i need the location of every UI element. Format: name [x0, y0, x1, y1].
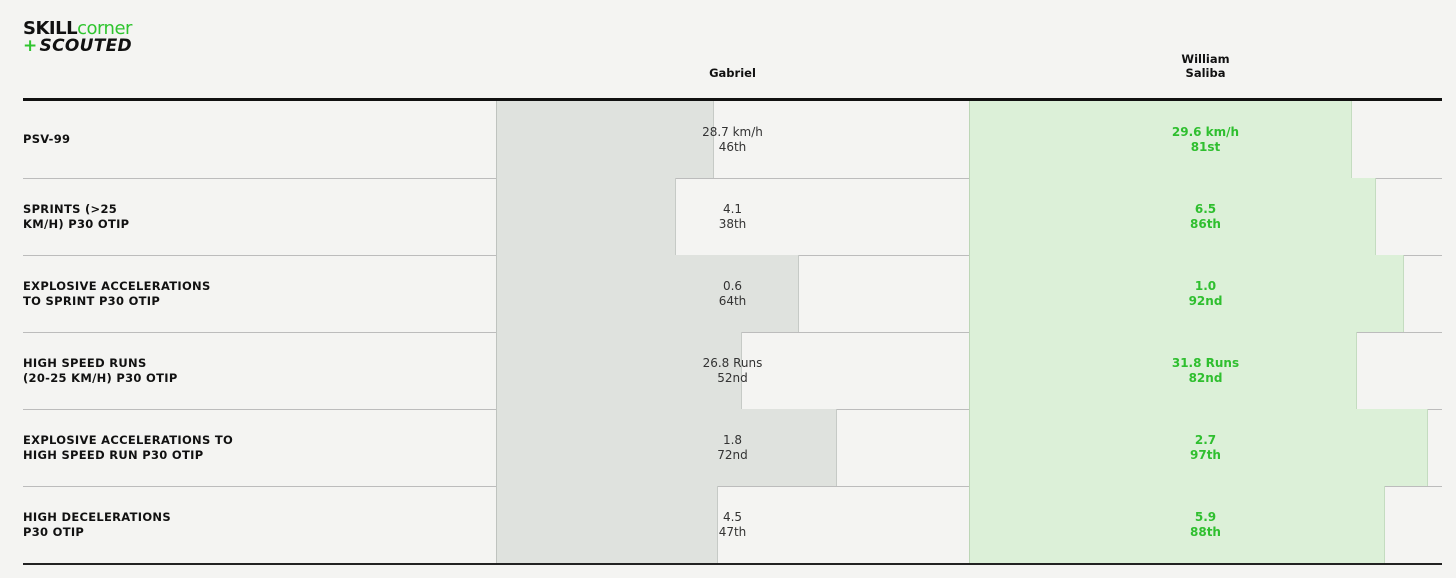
player-2-cell: 1.0 92nd — [969, 255, 1442, 332]
value-label: 4.1 — [722, 201, 743, 216]
value-label: 0.6 — [722, 278, 743, 293]
player-2-cell: 31.8 Runs 82nd — [969, 332, 1442, 409]
value-label: 29.6 km/h — [1171, 124, 1240, 139]
percentile-rank-label: 72nd — [717, 447, 748, 462]
player-1-cell: 4.1 38th — [496, 178, 969, 255]
value-label: 5.9 — [1194, 509, 1217, 524]
value-label-group: 31.8 Runs 82nd — [969, 332, 1442, 409]
player-1-cell: 28.7 km/h 46th — [496, 101, 969, 178]
metric-label: SPRINTS (>25 KM/H) P30 OTIP — [23, 201, 130, 231]
logo-plus-text: + — [23, 36, 38, 56]
metric-label: HIGH DECELERATIONS P30 OTIP — [23, 509, 171, 539]
value-label: 4.5 — [722, 509, 743, 524]
row-divider — [23, 486, 1442, 487]
player-1-cell: 0.6 64th — [496, 255, 969, 332]
player-1-header: Gabriel — [496, 66, 969, 80]
skillcorner-scouted-logo: SKILLcorner + SCOUTED — [23, 20, 132, 55]
value-label-group: 29.6 km/h 81st — [969, 101, 1442, 178]
metric-label: EXPLOSIVE ACCELERATIONS TO HIGH SPEED RU… — [23, 432, 234, 462]
value-label: 2.7 — [1194, 432, 1217, 447]
metric-row: SPRINTS (>25 KM/H) P30 OTIP 4.1 38th 6.5 86t… — [23, 178, 1442, 256]
value-label-group: 0.6 64th — [496, 255, 969, 332]
percentile-rank-label: 97th — [1190, 447, 1221, 462]
value-label-group: 4.1 38th — [496, 178, 969, 255]
player-2-cell: 5.9 88th — [969, 486, 1442, 563]
player-2-name-line2: Saliba — [1185, 66, 1226, 80]
logo-scouted-text: SCOUTED — [39, 36, 132, 56]
percentile-rank-label: 47th — [718, 524, 747, 539]
player-1-cell: 1.8 72nd — [496, 409, 969, 486]
metric-row: EXPLOSIVE ACCELERATIONS TO SPRINT P30 OT… — [23, 255, 1442, 333]
percentile-bar — [969, 255, 1405, 332]
value-label-group: 2.7 97th — [969, 409, 1442, 486]
value-label-group: 4.5 47th — [496, 486, 969, 563]
player-2-cell: 6.5 86th — [969, 178, 1442, 255]
percentile-rank-label: 92nd — [1188, 293, 1223, 308]
percentile-bar — [496, 332, 742, 409]
percentile-bar — [496, 178, 676, 255]
logo-corner-text: corner — [77, 18, 132, 39]
metric-label: EXPLOSIVE ACCELERATIONS TO SPRINT P30 OT… — [23, 278, 211, 308]
metric-label: PSV-99 — [23, 132, 71, 146]
value-label-group: 28.7 km/h 46th — [496, 101, 969, 178]
player-1-cell: 4.5 47th — [496, 486, 969, 563]
player-1-name: Gabriel — [709, 66, 756, 80]
percentile-bar — [496, 101, 714, 178]
header-divider — [23, 98, 1442, 101]
percentile-bar — [969, 178, 1376, 255]
value-label: 6.5 — [1194, 201, 1217, 216]
value-label: 1.0 — [1194, 278, 1217, 293]
percentile-rank-label: 46th — [718, 139, 747, 154]
percentile-rank-label: 64th — [718, 293, 747, 308]
percentile-bar — [969, 332, 1357, 409]
percentile-rank-label: 81st — [1190, 139, 1221, 154]
percentile-bar — [496, 255, 799, 332]
player-2-cell: 29.6 km/h 81st — [969, 101, 1442, 178]
percentile-bar — [969, 101, 1353, 178]
value-label-group: 5.9 88th — [969, 486, 1442, 563]
percentile-rank-label: 82nd — [1188, 370, 1223, 385]
metric-row: PSV-99 28.7 km/h 46th 29.6 km/h 81st — [23, 101, 1442, 179]
value-label: 26.8 Runs — [702, 355, 763, 370]
logo-skill-text: SKILL — [23, 18, 78, 39]
row-divider — [23, 563, 1442, 565]
percentile-bar — [969, 486, 1386, 563]
value-label-group: 1.0 92nd — [969, 255, 1442, 332]
percentile-bar — [969, 409, 1428, 486]
metric-label: HIGH SPEED RUNS (20-25 KM/H) P30 OTIP — [23, 355, 178, 385]
value-label: 1.8 — [722, 432, 743, 447]
player-2-name-line1: William — [1181, 52, 1230, 66]
value-label-group: 26.8 Runs 52nd — [496, 332, 969, 409]
value-label-group: 6.5 86th — [969, 178, 1442, 255]
player-2-header: William Saliba — [969, 52, 1442, 80]
percentile-rank-label: 88th — [1190, 524, 1221, 539]
metric-row: EXPLOSIVE ACCELERATIONS TO HIGH SPEED RU… — [23, 409, 1442, 487]
percentile-rank-label: 86th — [1190, 216, 1221, 231]
percentile-bar — [496, 486, 719, 563]
value-label-group: 1.8 72nd — [496, 409, 969, 486]
row-divider — [23, 178, 1442, 179]
percentile-rank-label: 38th — [718, 216, 747, 231]
percentile-rank-label: 52nd — [717, 370, 748, 385]
percentile-bar — [496, 409, 837, 486]
metric-row: HIGH DECELERATIONS P30 OTIP 4.5 47th 5.9 88t… — [23, 486, 1442, 565]
value-label: 31.8 Runs — [1171, 355, 1240, 370]
value-label: 28.7 km/h — [702, 124, 763, 139]
metric-row: HIGH SPEED RUNS (20-25 KM/H) P30 OTIP 26.… — [23, 332, 1442, 410]
player-2-cell: 2.7 97th — [969, 409, 1442, 486]
player-1-cell: 26.8 Runs 52nd — [496, 332, 969, 409]
